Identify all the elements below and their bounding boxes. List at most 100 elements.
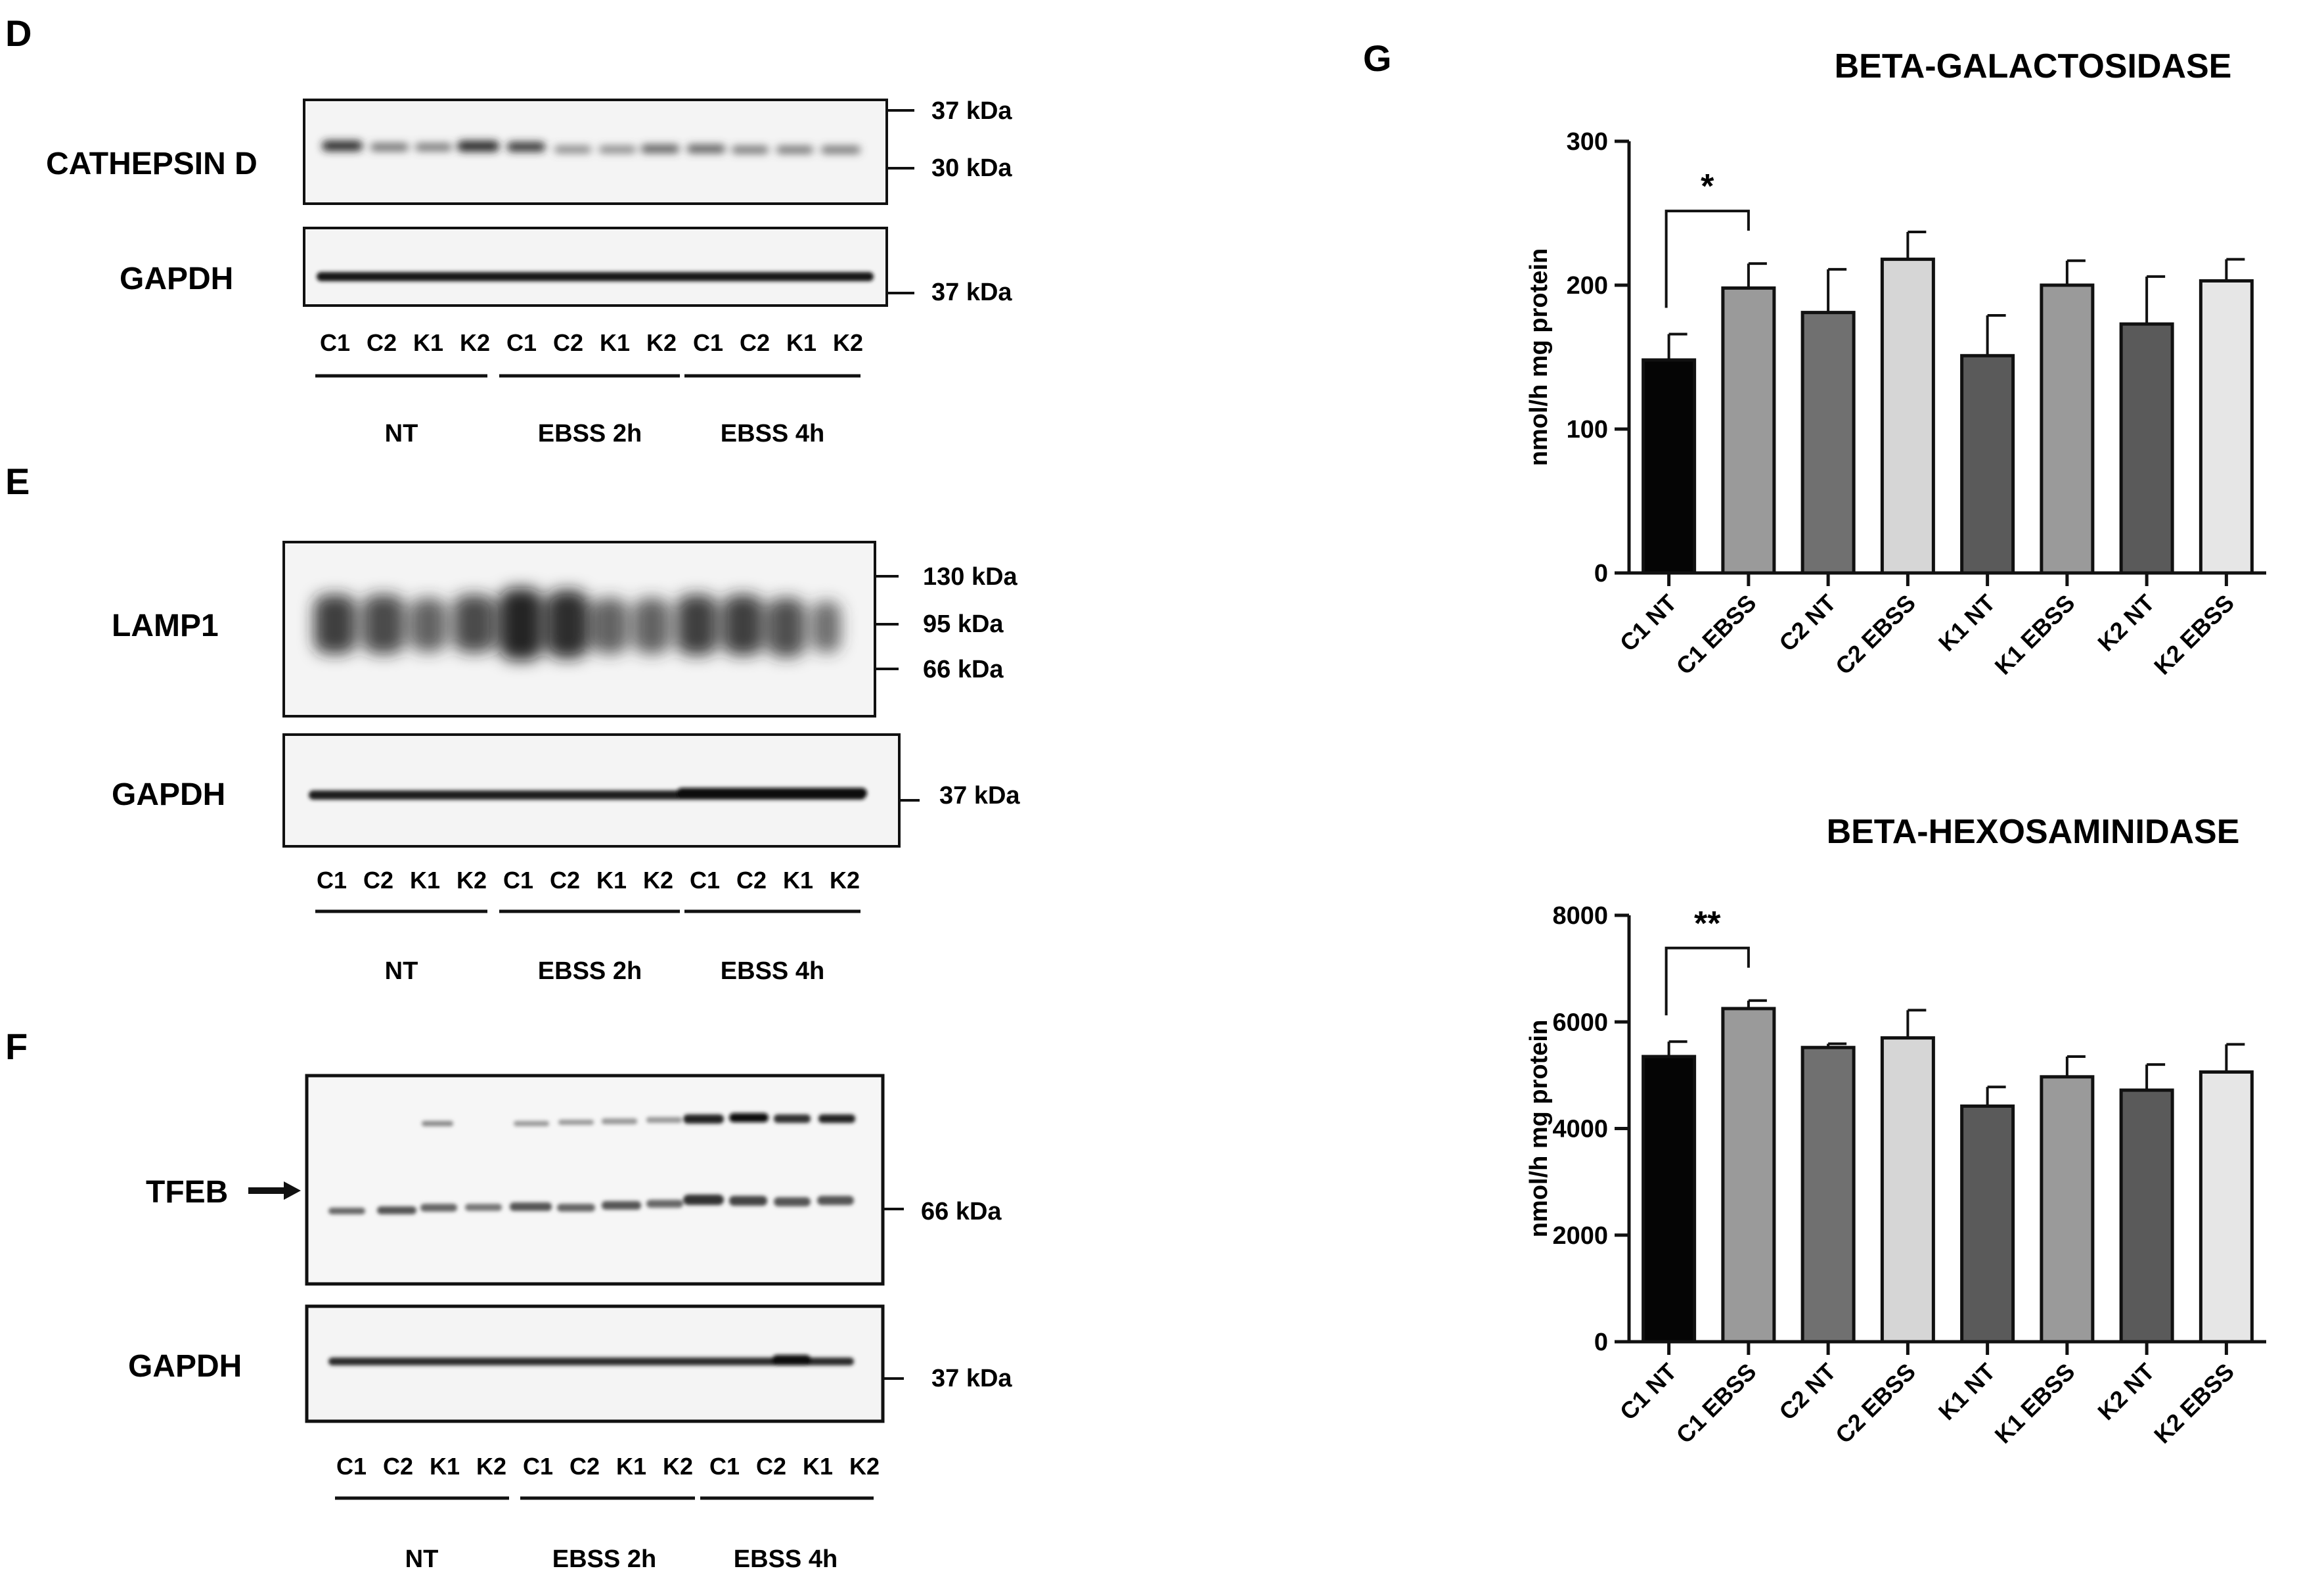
blot-label-gapdh-d: GAPDH <box>120 262 233 296</box>
significance-label: * <box>1701 168 1714 206</box>
x-tick-label: C1 NT <box>1615 1358 1682 1426</box>
bar-c1-nt <box>1642 358 1697 575</box>
condition-ebss-2h-d: EBSS 2h <box>538 420 642 447</box>
lane-label: C1 <box>317 867 347 894</box>
lane-label: C2 <box>756 1453 786 1480</box>
x-tick-label: C1 NT <box>1615 589 1682 657</box>
condition-ebss-2h-e: EBSS 2h <box>538 957 642 985</box>
lane-label: K2 <box>849 1453 880 1480</box>
marker-95kda: 95 kDa <box>923 610 1004 638</box>
y-tick-label: 4000 <box>1552 1116 1608 1143</box>
blot-label-cathepsin-d: CATHEPSIN D <box>46 147 257 181</box>
condition-ebss-4h-f: EBSS 4h <box>734 1545 838 1573</box>
y-tick-label: 300 <box>1567 128 1608 156</box>
x-tick-label: K1 EBSS <box>1990 589 2080 680</box>
blot-label-lamp1: LAMP1 <box>112 608 219 643</box>
x-tick-label: C2 NT <box>1774 1358 1841 1426</box>
bar-k2-nt <box>2119 1088 2174 1344</box>
lane-label: C2 <box>740 329 770 356</box>
bar-c2-nt <box>1800 311 1856 575</box>
x-tick-label: K2 NT <box>2092 589 2160 657</box>
lane-label: K2 <box>646 329 677 356</box>
lane-label: K1 <box>410 867 440 894</box>
panel-f: F TFEB <box>5 1026 1012 1573</box>
condition-nt-d: NT <box>385 420 418 447</box>
x-tick-label: K2 EBSS <box>2149 589 2239 680</box>
y-tick-label: 2000 <box>1552 1222 1608 1250</box>
gapdh-bands-d <box>317 272 874 281</box>
significance-label: ** <box>1694 905 1721 943</box>
bar-k1-nt <box>1960 354 2015 575</box>
marker-37kda: 37 kDa <box>931 97 1012 125</box>
x-tick-label: C2 NT <box>1774 589 1841 657</box>
lane-label: C1 <box>336 1453 367 1480</box>
chart-title: BETA-GALACTOSIDASE <box>1835 47 2232 85</box>
x-tick-label: C1 EBSS <box>1671 1358 1762 1449</box>
lane-label: K1 <box>786 329 816 356</box>
lane-label: C1 <box>523 1453 553 1480</box>
lane-label: C1 <box>709 1453 740 1480</box>
y-tick-label: 6000 <box>1552 1009 1608 1036</box>
x-tick-label: K1 NT <box>1933 1358 2001 1426</box>
chart-beta-galactosidase: BETA-GALACTOSIDASE nmol/h mg protein 0 100 2… <box>1525 47 2266 680</box>
bar-c1-nt <box>1642 1055 1697 1344</box>
panel-d: D CATHEPSIN D 37 kDa 30 kDa GAPDH 37 kDa <box>5 12 1012 447</box>
bar-c2-ebss <box>1880 1036 1935 1344</box>
y-tick-label: 8000 <box>1552 902 1608 930</box>
x-tick-label: K2 EBSS <box>2149 1358 2239 1449</box>
significance-bracket <box>1665 946 1750 1016</box>
bar-c1-ebss <box>1721 1007 1776 1344</box>
lane-label: C2 <box>367 329 397 356</box>
lane-label: K2 <box>833 329 863 356</box>
tfeb-blot <box>305 1074 885 1286</box>
marker-30kda: 30 kDa <box>931 154 1012 182</box>
chart-title: BETA-HEXOSAMINIDASE <box>1827 813 2240 851</box>
lane-label: K1 <box>600 329 630 356</box>
blot-label-tfeb: TFEB <box>146 1175 228 1210</box>
condition-ebss-4h-e: EBSS 4h <box>721 957 824 985</box>
blot-label-gapdh-e: GAPDH <box>112 777 225 812</box>
lane-label: C1 <box>320 329 350 356</box>
cathepsin-d-bands <box>322 141 860 154</box>
lane-label: K1 <box>430 1453 460 1480</box>
lane-label: C2 <box>553 329 583 356</box>
lane-label: C1 <box>690 867 720 894</box>
lane-label: C2 <box>736 867 767 894</box>
lane-label: K1 <box>803 1453 833 1480</box>
bar-k2-ebss <box>2199 1070 2254 1344</box>
condition-ebss-2h-f: EBSS 2h <box>552 1545 656 1573</box>
lane-label: K1 <box>616 1453 646 1480</box>
marker-66kda-f: 66 kDa <box>921 1198 1002 1225</box>
lane-label: C2 <box>550 867 580 894</box>
significance-bracket <box>1665 210 1750 308</box>
lamp1-smears <box>314 588 841 660</box>
lane-label: K2 <box>476 1453 506 1480</box>
bar-c2-ebss <box>1880 258 1935 575</box>
condition-ebss-4h-d: EBSS 4h <box>721 420 824 447</box>
y-axis-label: nmol/h mg protein <box>1525 1020 1553 1237</box>
gapdh-blot-d <box>303 227 888 307</box>
lane-labels-d: C1 C2 K1 K2 C1 C2 K1 K2 C1 C2 K1 K2 <box>320 329 863 356</box>
lane-label: C2 <box>570 1453 600 1480</box>
panel-letter-f: F <box>5 1026 28 1067</box>
panel-letter-e: E <box>5 461 30 502</box>
lane-label: C2 <box>363 867 393 894</box>
bar-c1-ebss <box>1721 286 1776 575</box>
bar-k1-ebss <box>2040 283 2095 575</box>
x-tick-label: C1 EBSS <box>1671 589 1762 680</box>
gapdh-bands-e <box>309 788 867 800</box>
lane-label: K1 <box>413 329 443 356</box>
y-tick-label: 0 <box>1594 1329 1608 1356</box>
x-tick-label: K2 NT <box>2092 1358 2160 1426</box>
lane-label: K1 <box>783 867 813 894</box>
bar-k1-nt <box>1960 1104 2015 1344</box>
lane-label: C1 <box>506 329 537 356</box>
lane-label: C1 <box>693 329 723 356</box>
x-tick-label: C2 EBSS <box>1830 1358 1921 1449</box>
marker-37kda-gapdh-e: 37 kDa <box>939 782 1020 810</box>
bar-c2-nt <box>1800 1045 1856 1344</box>
lane-label: K2 <box>457 867 487 894</box>
marker-66kda-e: 66 kDa <box>923 656 1004 683</box>
y-tick-label: 100 <box>1567 416 1608 444</box>
